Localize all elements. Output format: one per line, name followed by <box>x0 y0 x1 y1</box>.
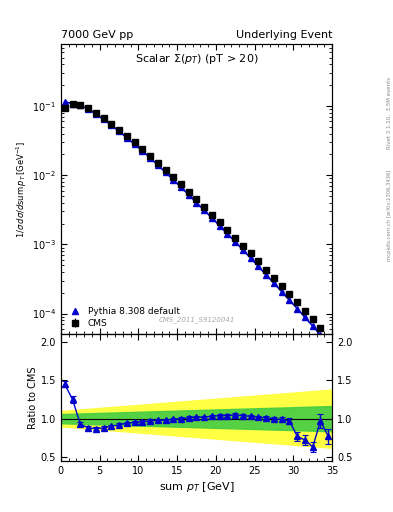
Line: Pythia 8.308 default: Pythia 8.308 default <box>62 99 331 347</box>
Pythia 8.308 default <box>279 289 284 295</box>
Text: Scalar $\Sigma(p_T)$ (pT > 20): Scalar $\Sigma(p_T)$ (pT > 20) <box>135 52 258 66</box>
Pythia 8.308 default <box>209 215 214 221</box>
Pythia 8.308 default <box>326 341 331 347</box>
Pythia 8.308 default <box>256 263 261 269</box>
Pythia 8.308 default <box>179 184 184 190</box>
Pythia 8.308 default <box>78 102 83 108</box>
Text: CMS_2011_S9120041: CMS_2011_S9120041 <box>158 316 235 323</box>
Pythia 8.308 default <box>295 306 299 312</box>
Pythia 8.308 default <box>318 332 323 338</box>
Pythia 8.308 default <box>186 192 191 198</box>
Pythia 8.308 default <box>272 280 276 286</box>
Pythia 8.308 default <box>163 169 168 176</box>
Pythia 8.308 default <box>233 239 238 245</box>
Pythia 8.308 default <box>155 162 160 168</box>
Legend: Pythia 8.308 default, CMS: Pythia 8.308 default, CMS <box>65 306 182 330</box>
Pythia 8.308 default <box>202 207 207 214</box>
Pythia 8.308 default <box>62 99 67 105</box>
Y-axis label: $1/\sigma\,d\sigma/d\mathrm{sum}\,p_T\,[\mathrm{GeV}^{-1}]$: $1/\sigma\,d\sigma/d\mathrm{sum}\,p_T\,[… <box>15 140 29 238</box>
Pythia 8.308 default <box>125 135 129 141</box>
Pythia 8.308 default <box>287 297 292 303</box>
Pythia 8.308 default <box>132 141 137 147</box>
Y-axis label: Ratio to CMS: Ratio to CMS <box>28 366 38 429</box>
Pythia 8.308 default <box>86 106 90 112</box>
Pythia 8.308 default <box>310 323 315 329</box>
X-axis label: sum $p_T$ [GeV]: sum $p_T$ [GeV] <box>159 480 234 494</box>
Pythia 8.308 default <box>225 231 230 237</box>
Pythia 8.308 default <box>217 223 222 229</box>
Text: Rivet 3.1.10,  3.5M events: Rivet 3.1.10, 3.5M events <box>387 77 392 148</box>
Pythia 8.308 default <box>194 200 199 206</box>
Text: Underlying Event: Underlying Event <box>235 30 332 40</box>
Pythia 8.308 default <box>148 155 152 161</box>
Pythia 8.308 default <box>117 129 121 135</box>
Pythia 8.308 default <box>241 247 245 253</box>
Text: 7000 GeV pp: 7000 GeV pp <box>61 30 133 40</box>
Pythia 8.308 default <box>109 122 114 128</box>
Pythia 8.308 default <box>264 272 268 278</box>
Pythia 8.308 default <box>140 148 145 154</box>
Pythia 8.308 default <box>101 116 106 122</box>
Pythia 8.308 default <box>171 177 176 183</box>
Pythia 8.308 default <box>303 314 307 321</box>
Pythia 8.308 default <box>70 101 75 107</box>
Pythia 8.308 default <box>248 255 253 261</box>
Pythia 8.308 default <box>94 111 98 117</box>
Text: mcplots.cern.ch [arXiv:1306.3436]: mcplots.cern.ch [arXiv:1306.3436] <box>387 169 392 261</box>
